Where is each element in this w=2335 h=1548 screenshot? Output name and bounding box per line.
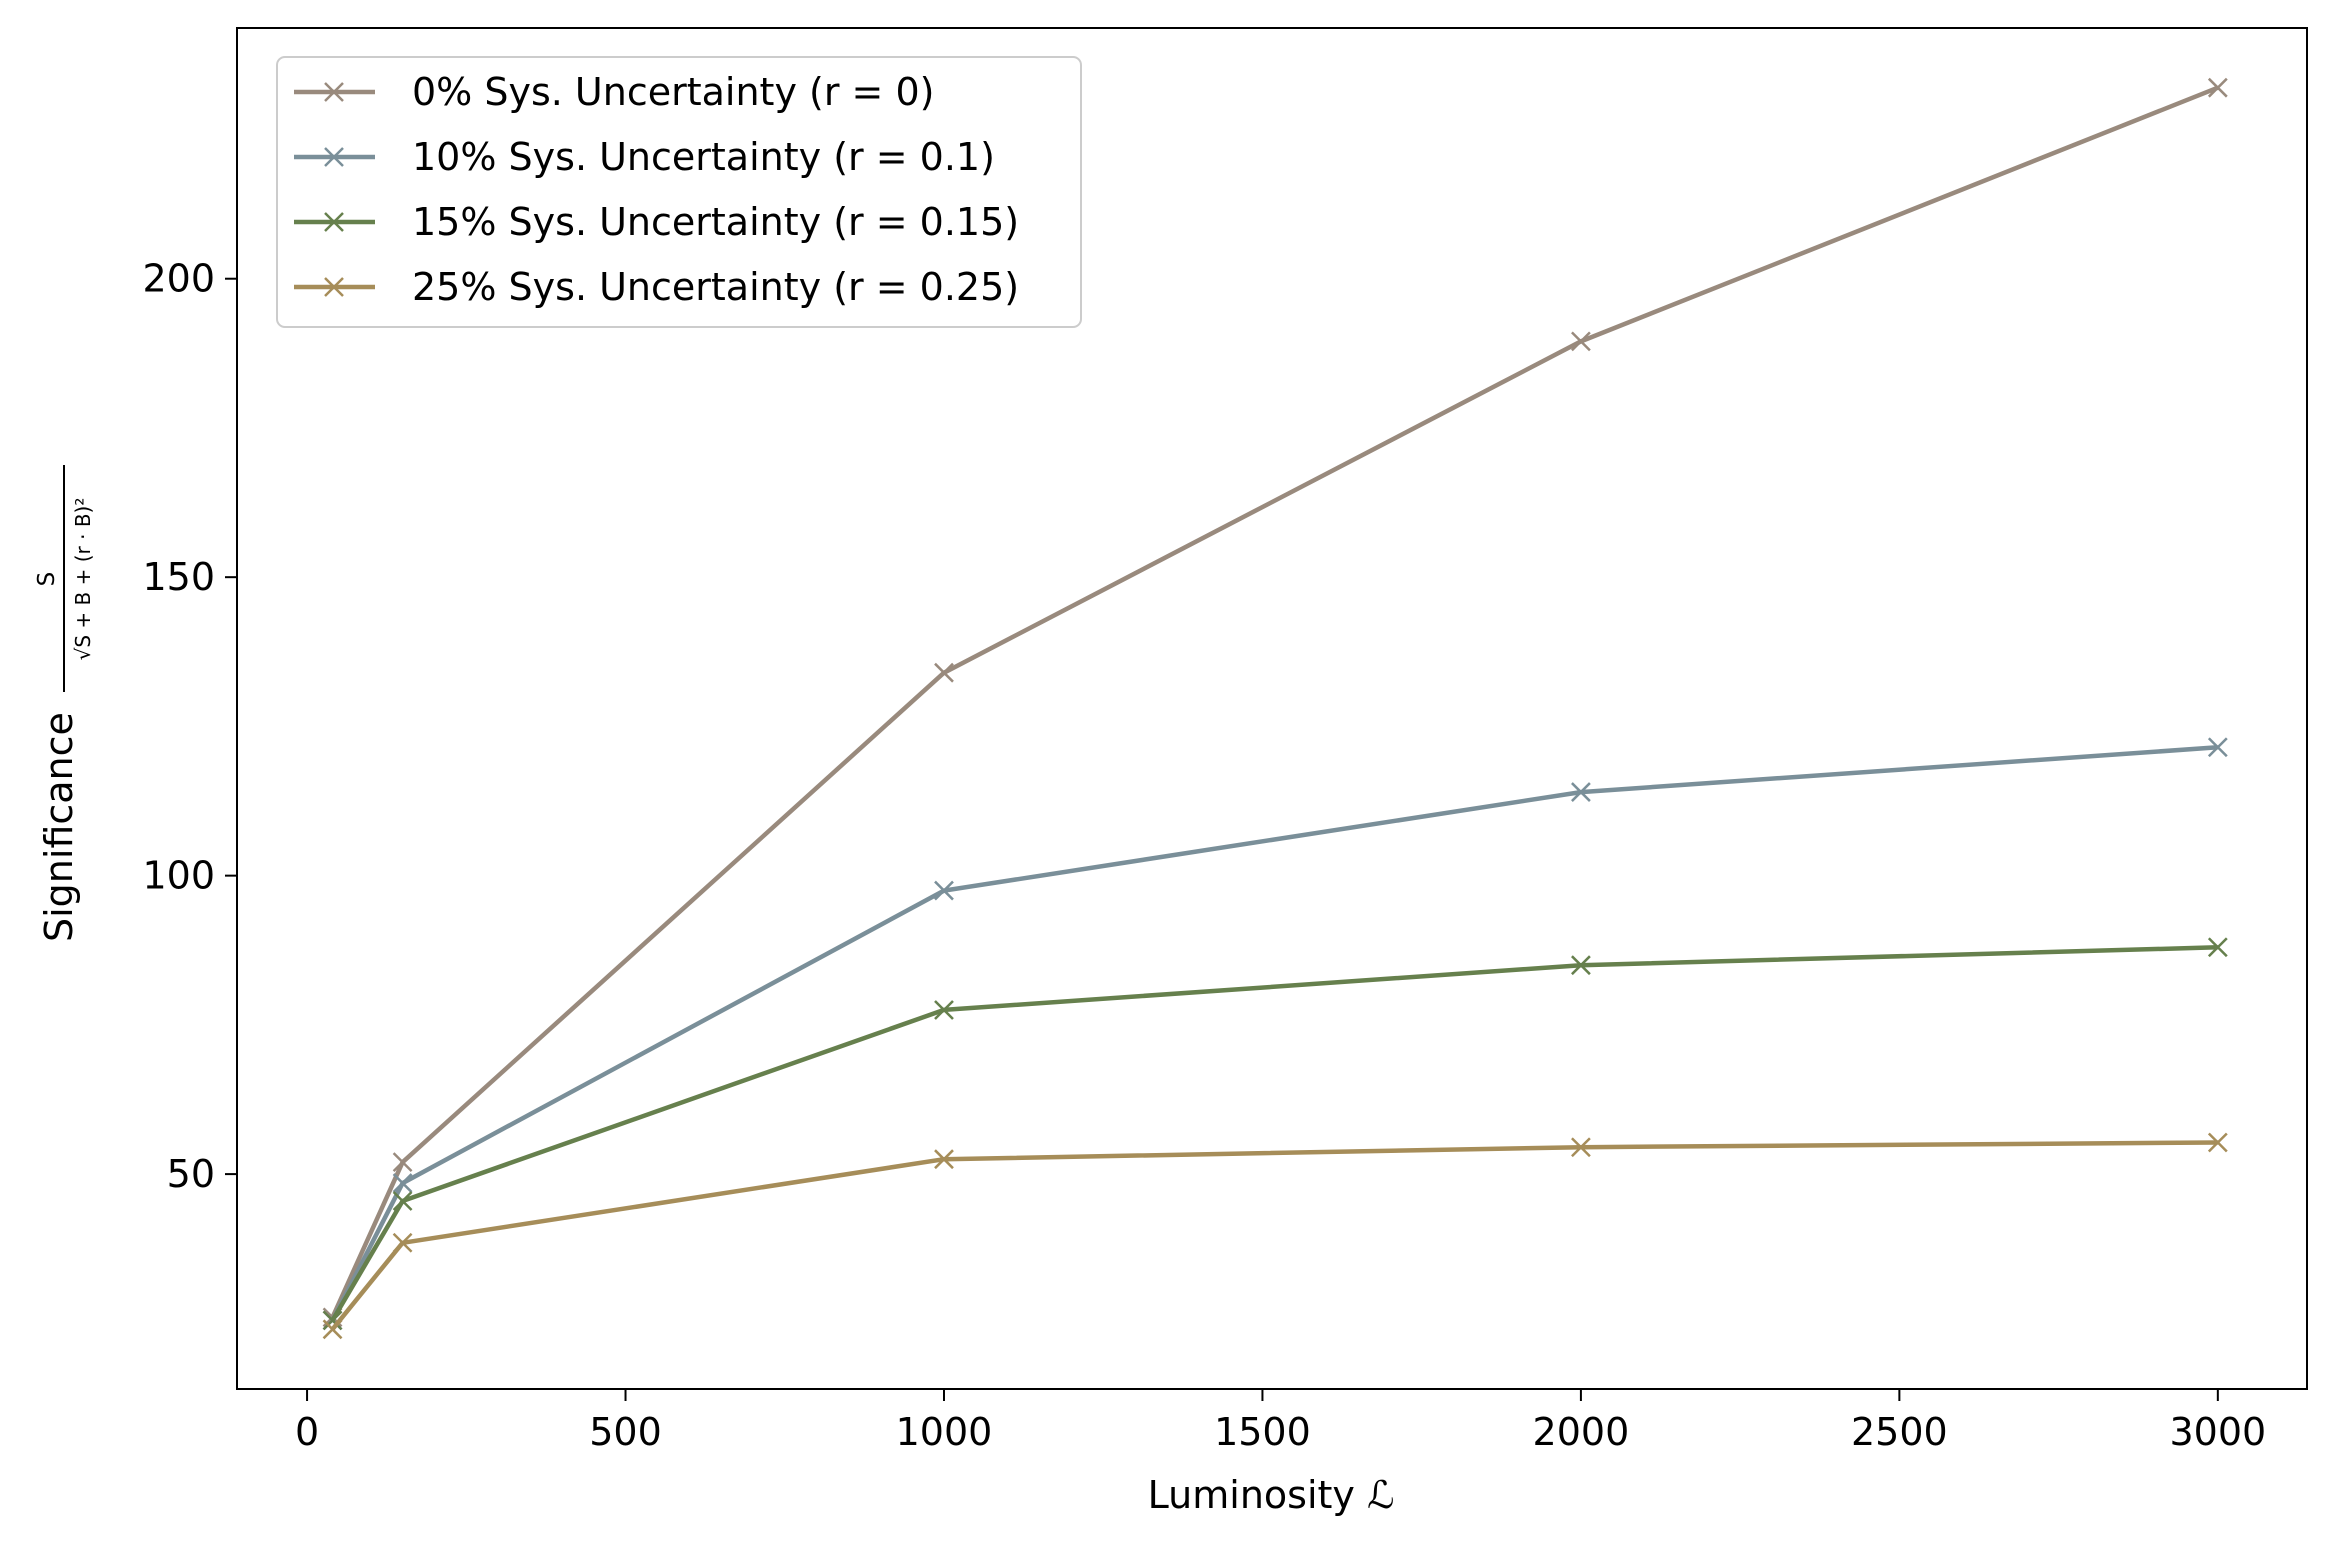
y-axis-label-denominator: √S + B + (r · B)²	[71, 498, 95, 661]
legend-label: 10% Sys. Uncertainty (r = 0.1)	[412, 135, 995, 179]
y-axis-ticks: 50 100 150 200	[142, 257, 237, 1196]
data-point-marker	[392, 1152, 413, 1173]
legend-label: 25% Sys. Uncertainty (r = 0.25)	[412, 265, 1019, 309]
legend-entry: 15% Sys. Uncertainty (r = 0.15)	[294, 200, 1019, 244]
axes-frame	[236, 27, 2308, 1390]
y-axis-label-numerator: S	[34, 572, 60, 587]
legend-marker	[324, 147, 344, 167]
x-tick-label: 2000	[1533, 1410, 1630, 1454]
data-point-marker	[322, 1310, 343, 1331]
legend-label: 0% Sys. Uncertainty (r = 0)	[412, 70, 934, 114]
x-tick-label: 0	[295, 1410, 319, 1454]
data-point-marker	[2207, 77, 2228, 98]
y-tick-label: 100	[142, 854, 215, 898]
y-tick-label: 50	[167, 1152, 215, 1196]
data-point-marker	[934, 662, 954, 683]
data-point-marker	[934, 880, 954, 901]
data-point-marker	[1571, 782, 1591, 802]
data-point-marker	[392, 1232, 413, 1253]
series-3	[322, 1132, 2228, 1340]
data-point-marker	[2207, 937, 2228, 958]
data-point-marker	[1571, 331, 1591, 352]
data-point-marker	[2207, 737, 2228, 758]
data-point-marker	[1571, 1137, 1591, 1158]
legend-entry: 25% Sys. Uncertainty (r = 0.25)	[294, 265, 1019, 309]
plot-area	[322, 77, 2228, 1340]
x-tick-label: 3000	[2169, 1410, 2266, 1454]
data-point-marker	[392, 1191, 413, 1211]
legend: 0% Sys. Uncertainty (r = 0) 10% Sys. Unce…	[276, 56, 1082, 328]
x-axis-label: Luminosity ℒ	[1148, 1473, 1395, 1517]
x-tick-label: 1500	[1214, 1410, 1311, 1454]
data-point-marker	[392, 1173, 413, 1193]
y-tick-label: 200	[142, 257, 215, 301]
x-axis-ticks: 0 500 1000 1500 2000 2500 3000	[295, 1389, 2266, 1454]
data-point-marker	[934, 1000, 954, 1020]
x-tick-label: 2500	[1851, 1410, 1948, 1454]
y-tick-label: 150	[142, 555, 215, 599]
legend-box	[276, 56, 1082, 328]
x-tick-label: 1000	[896, 1410, 993, 1454]
series-2	[322, 937, 2228, 1331]
y-axis-label-word: Significance	[37, 712, 81, 942]
x-tick-label: 500	[589, 1410, 662, 1454]
legend-marker	[324, 82, 344, 102]
data-point-marker	[2207, 1132, 2228, 1153]
legend-label: 15% Sys. Uncertainty (r = 0.15)	[412, 200, 1019, 244]
legend-entry: 0% Sys. Uncertainty (r = 0)	[294, 70, 934, 114]
y-axis-label: Significance S √S + B + (r · B)²	[34, 465, 95, 942]
legend-marker	[324, 212, 344, 232]
data-point-marker	[322, 1319, 343, 1340]
data-point-marker	[934, 1149, 954, 1170]
data-point-marker	[1571, 955, 1591, 976]
legend-entry: 10% Sys. Uncertainty (r = 0.1)	[294, 135, 995, 179]
legend-marker	[324, 277, 344, 297]
